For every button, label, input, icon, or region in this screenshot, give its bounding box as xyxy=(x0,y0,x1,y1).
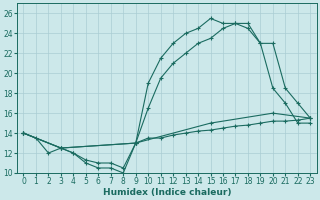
X-axis label: Humidex (Indice chaleur): Humidex (Indice chaleur) xyxy=(103,188,231,197)
